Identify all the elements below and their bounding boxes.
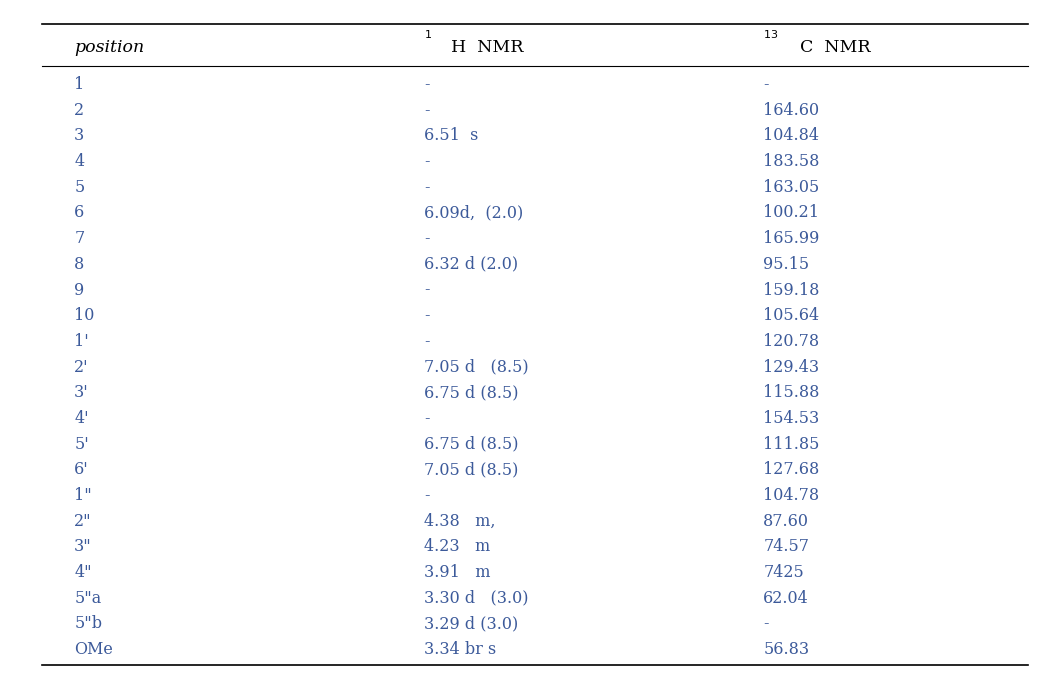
- Text: -: -: [424, 410, 429, 427]
- Text: 74.57: 74.57: [763, 538, 809, 556]
- Text: 104.84: 104.84: [763, 127, 819, 145]
- Text: 6.75 d (8.5): 6.75 d (8.5): [424, 435, 518, 453]
- Text: 111.85: 111.85: [763, 435, 819, 453]
- Text: 1": 1": [74, 487, 92, 504]
- Text: 3": 3": [74, 538, 92, 556]
- Text: 87.60: 87.60: [763, 512, 809, 530]
- Text: 1': 1': [74, 333, 89, 350]
- Text: 129.43: 129.43: [763, 358, 819, 376]
- Text: 6.75 d (8.5): 6.75 d (8.5): [424, 384, 518, 402]
- Text: 7.05 d (8.5): 7.05 d (8.5): [424, 461, 518, 479]
- Text: 3: 3: [74, 127, 85, 145]
- Text: 2: 2: [74, 101, 85, 119]
- Text: 9: 9: [74, 281, 85, 299]
- Text: 95.15: 95.15: [763, 256, 810, 273]
- Text: 4.23   m: 4.23 m: [424, 538, 490, 556]
- Text: -: -: [763, 615, 768, 633]
- Text: 100.21: 100.21: [763, 204, 819, 222]
- Text: C  NMR: C NMR: [800, 39, 871, 56]
- Text: H  NMR: H NMR: [450, 39, 523, 56]
- Text: 6.09d,  (2.0): 6.09d, (2.0): [424, 204, 524, 222]
- Text: 6.32 d (2.0): 6.32 d (2.0): [424, 256, 518, 273]
- Text: position: position: [74, 39, 144, 56]
- Text: 62.04: 62.04: [763, 589, 809, 607]
- Text: -: -: [424, 281, 429, 299]
- Text: -: -: [763, 76, 768, 93]
- Text: 104.78: 104.78: [763, 487, 819, 504]
- Text: 5': 5': [74, 435, 89, 453]
- Text: -: -: [424, 101, 429, 119]
- Text: -: -: [424, 76, 429, 93]
- Text: 5"b: 5"b: [74, 615, 102, 633]
- Text: 56.83: 56.83: [763, 641, 810, 658]
- Text: 6': 6': [74, 461, 89, 479]
- Text: 7.05 d   (8.5): 7.05 d (8.5): [424, 358, 529, 376]
- Text: 120.78: 120.78: [763, 333, 819, 350]
- Text: $^{1}$: $^{1}$: [424, 30, 432, 48]
- Text: 2': 2': [74, 358, 89, 376]
- Text: 3': 3': [74, 384, 89, 402]
- Text: 5"a: 5"a: [74, 589, 102, 607]
- Text: 6: 6: [74, 204, 85, 222]
- Text: 154.53: 154.53: [763, 410, 819, 427]
- Text: OMe: OMe: [74, 641, 113, 658]
- Text: 8: 8: [74, 256, 85, 273]
- Text: -: -: [424, 230, 429, 247]
- Text: -: -: [424, 178, 429, 196]
- Text: 4": 4": [74, 564, 92, 581]
- Text: 2": 2": [74, 512, 92, 530]
- Text: -: -: [424, 333, 429, 350]
- Text: 7: 7: [74, 230, 85, 247]
- Text: 159.18: 159.18: [763, 281, 819, 299]
- Text: 5: 5: [74, 178, 85, 196]
- Text: 1: 1: [74, 76, 85, 93]
- Text: 3.30 d   (3.0): 3.30 d (3.0): [424, 589, 529, 607]
- Text: -: -: [424, 307, 429, 324]
- Text: 115.88: 115.88: [763, 384, 819, 402]
- Text: 4.38   m,: 4.38 m,: [424, 512, 495, 530]
- Text: 4: 4: [74, 153, 85, 170]
- Text: 7425: 7425: [763, 564, 803, 581]
- Text: 10: 10: [74, 307, 94, 324]
- Text: 105.64: 105.64: [763, 307, 819, 324]
- Text: 163.05: 163.05: [763, 178, 819, 196]
- Text: -: -: [424, 487, 429, 504]
- Text: 4': 4': [74, 410, 89, 427]
- Text: -: -: [424, 153, 429, 170]
- Text: 3.91   m: 3.91 m: [424, 564, 491, 581]
- Text: 3.34 br s: 3.34 br s: [424, 641, 496, 658]
- Text: 165.99: 165.99: [763, 230, 819, 247]
- Text: 6.51  s: 6.51 s: [424, 127, 478, 145]
- Text: 183.58: 183.58: [763, 153, 819, 170]
- Text: $^{13}$: $^{13}$: [763, 30, 779, 48]
- Text: 3.29 d (3.0): 3.29 d (3.0): [424, 615, 518, 633]
- Text: 127.68: 127.68: [763, 461, 819, 479]
- Text: 164.60: 164.60: [763, 101, 819, 119]
